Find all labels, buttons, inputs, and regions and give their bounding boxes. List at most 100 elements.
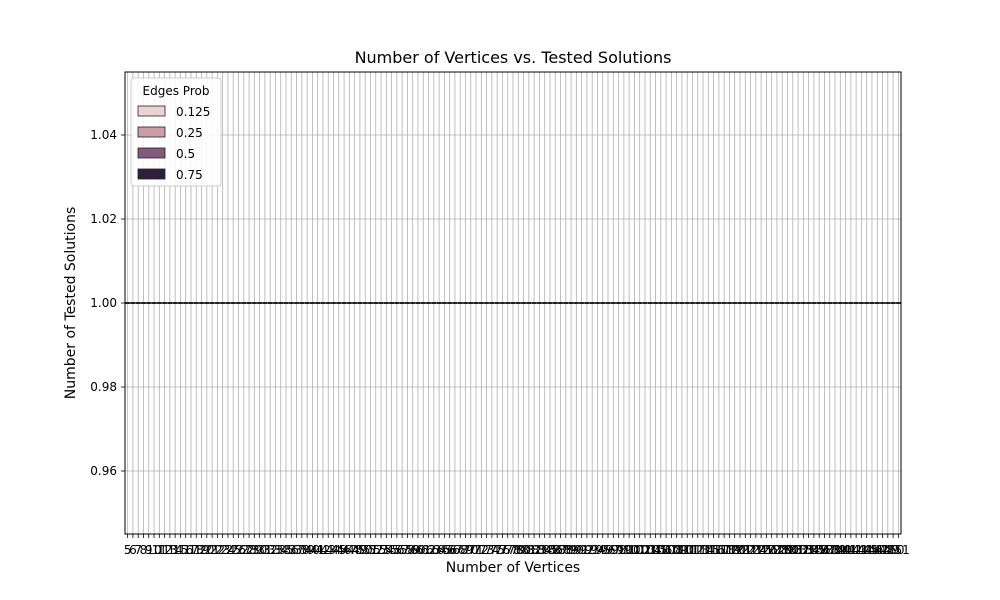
- x-tick-label: 78: [505, 543, 520, 557]
- x-tick-label: 102: [628, 543, 651, 557]
- x-tick-label: 5: [124, 543, 132, 557]
- legend-label: 0.125: [176, 105, 210, 119]
- x-tick-label: 52: [368, 543, 383, 557]
- x-tick-label: 41: [310, 543, 325, 557]
- x-tick-label: 122: [734, 543, 757, 557]
- x-tick-label: 88: [558, 543, 573, 557]
- x-tick-label: 18: [189, 543, 204, 557]
- x-tick-label: 135: [802, 543, 825, 557]
- x-tick-label: 110: [670, 543, 693, 557]
- x-tick-label: 131: [781, 543, 804, 557]
- x-tick-label: 24: [220, 543, 235, 557]
- x-tick-label: 132: [787, 543, 810, 557]
- y-tick-label: 1.04: [90, 128, 117, 142]
- x-tick-label: 49: [352, 543, 367, 557]
- x-tick-label: 81: [521, 543, 536, 557]
- x-tick-label: 73: [479, 543, 494, 557]
- x-tick-label: 17: [183, 543, 198, 557]
- x-tick-label: 119: [718, 543, 741, 557]
- x-tick-label: 98: [611, 543, 626, 557]
- x-tick-label: 54: [379, 543, 394, 557]
- x-tick-label: 15: [173, 543, 188, 557]
- x-tick-label: 68: [453, 543, 468, 557]
- x-tick-label: 142: [839, 543, 862, 557]
- x-tick-label: 86: [548, 543, 563, 557]
- legend-label: 0.5: [176, 147, 195, 161]
- x-tick-label: 63: [426, 543, 441, 557]
- x-tick-label: 16: [178, 543, 193, 557]
- x-axis-label: Number of Vertices: [445, 560, 581, 576]
- x-tick-label: 139: [824, 543, 847, 557]
- x-tick-label: 32: [263, 543, 278, 557]
- x-tick-label: 19: [194, 543, 209, 557]
- x-tick-label: 80: [516, 543, 531, 557]
- x-tick-label: 56: [389, 543, 404, 557]
- x-tick-label: 87: [553, 543, 568, 557]
- x-tick-label: 116: [702, 543, 725, 557]
- x-tick-label: 93: [585, 543, 600, 557]
- x-tick-label: 96: [600, 543, 615, 557]
- x-tick-label: 42: [315, 543, 330, 557]
- x-tick-label: 140: [829, 543, 852, 557]
- legend-title: Edges Prob: [143, 84, 210, 98]
- x-tick-label: 108: [660, 543, 683, 557]
- x-tick-label: 9: [145, 543, 153, 557]
- x-tick-label: 12: [157, 543, 172, 557]
- x-tick-label: 30: [252, 543, 267, 557]
- x-tick-label: 84: [537, 543, 552, 557]
- x-tick-label: 39: [299, 543, 314, 557]
- x-tick-label: 64: [431, 543, 446, 557]
- y-tick-label: 0.98: [90, 380, 117, 394]
- x-tick-label: 8: [140, 543, 148, 557]
- x-tick-label: 72: [474, 543, 489, 557]
- x-tick-label: 51: [363, 543, 378, 557]
- x-tick-label: 145: [855, 543, 878, 557]
- x-tick-label: 76: [495, 543, 510, 557]
- x-tick-label: 99: [616, 543, 631, 557]
- x-tick-label: 92: [579, 543, 594, 557]
- x-tick-label: 90: [569, 543, 584, 557]
- x-tick-label: 7: [134, 543, 142, 557]
- x-tick-label: 136: [808, 543, 831, 557]
- x-tick-label: 151: [887, 543, 910, 557]
- x-tick-label: 114: [692, 543, 715, 557]
- x-tick-label: 21: [204, 543, 219, 557]
- x-tick-label: 85: [542, 543, 557, 557]
- legend-swatch: [137, 147, 166, 159]
- x-tick-label: 82: [526, 543, 541, 557]
- x-tick-label: 138: [818, 543, 841, 557]
- axes-frame: [124, 71, 902, 535]
- x-tick-label: 75: [490, 543, 505, 557]
- x-tick-label: 53: [373, 543, 388, 557]
- x-tick-label: 121: [729, 543, 752, 557]
- x-tick-label: 150: [882, 543, 905, 557]
- legend-label: 0.75: [176, 168, 203, 182]
- x-tick-label: 28: [241, 543, 256, 557]
- x-tick-label: 55: [384, 543, 399, 557]
- x-tick-label: 62: [421, 543, 436, 557]
- x-tick-label: 27: [236, 543, 251, 557]
- x-tick-label: 100: [618, 543, 641, 557]
- x-tick-label: 147: [866, 543, 889, 557]
- x-tick-label: 34: [273, 543, 288, 557]
- x-tick-label: 97: [606, 543, 621, 557]
- x-tick-label: 123: [739, 543, 762, 557]
- x-tick-label: 37: [289, 543, 304, 557]
- x-tick-label: 13: [162, 543, 177, 557]
- x-tick-label: 124: [744, 543, 767, 557]
- x-tick-label: 134: [797, 543, 820, 557]
- x-tick-label: 144: [850, 543, 873, 557]
- legend-swatch: [137, 126, 166, 138]
- x-tick-label: 43: [321, 543, 336, 557]
- y-tick-label: 0.96: [90, 464, 117, 478]
- x-tick-label: 14: [168, 543, 183, 557]
- x-tick-label: 128: [765, 543, 788, 557]
- x-tick-label: 118: [713, 543, 736, 557]
- x-tick-label: 74: [484, 543, 499, 557]
- x-tick-label: 111: [676, 543, 699, 557]
- x-tick-label: 46: [336, 543, 351, 557]
- y-tick-label: 1.02: [90, 212, 117, 226]
- x-tick-label: 146: [861, 543, 884, 557]
